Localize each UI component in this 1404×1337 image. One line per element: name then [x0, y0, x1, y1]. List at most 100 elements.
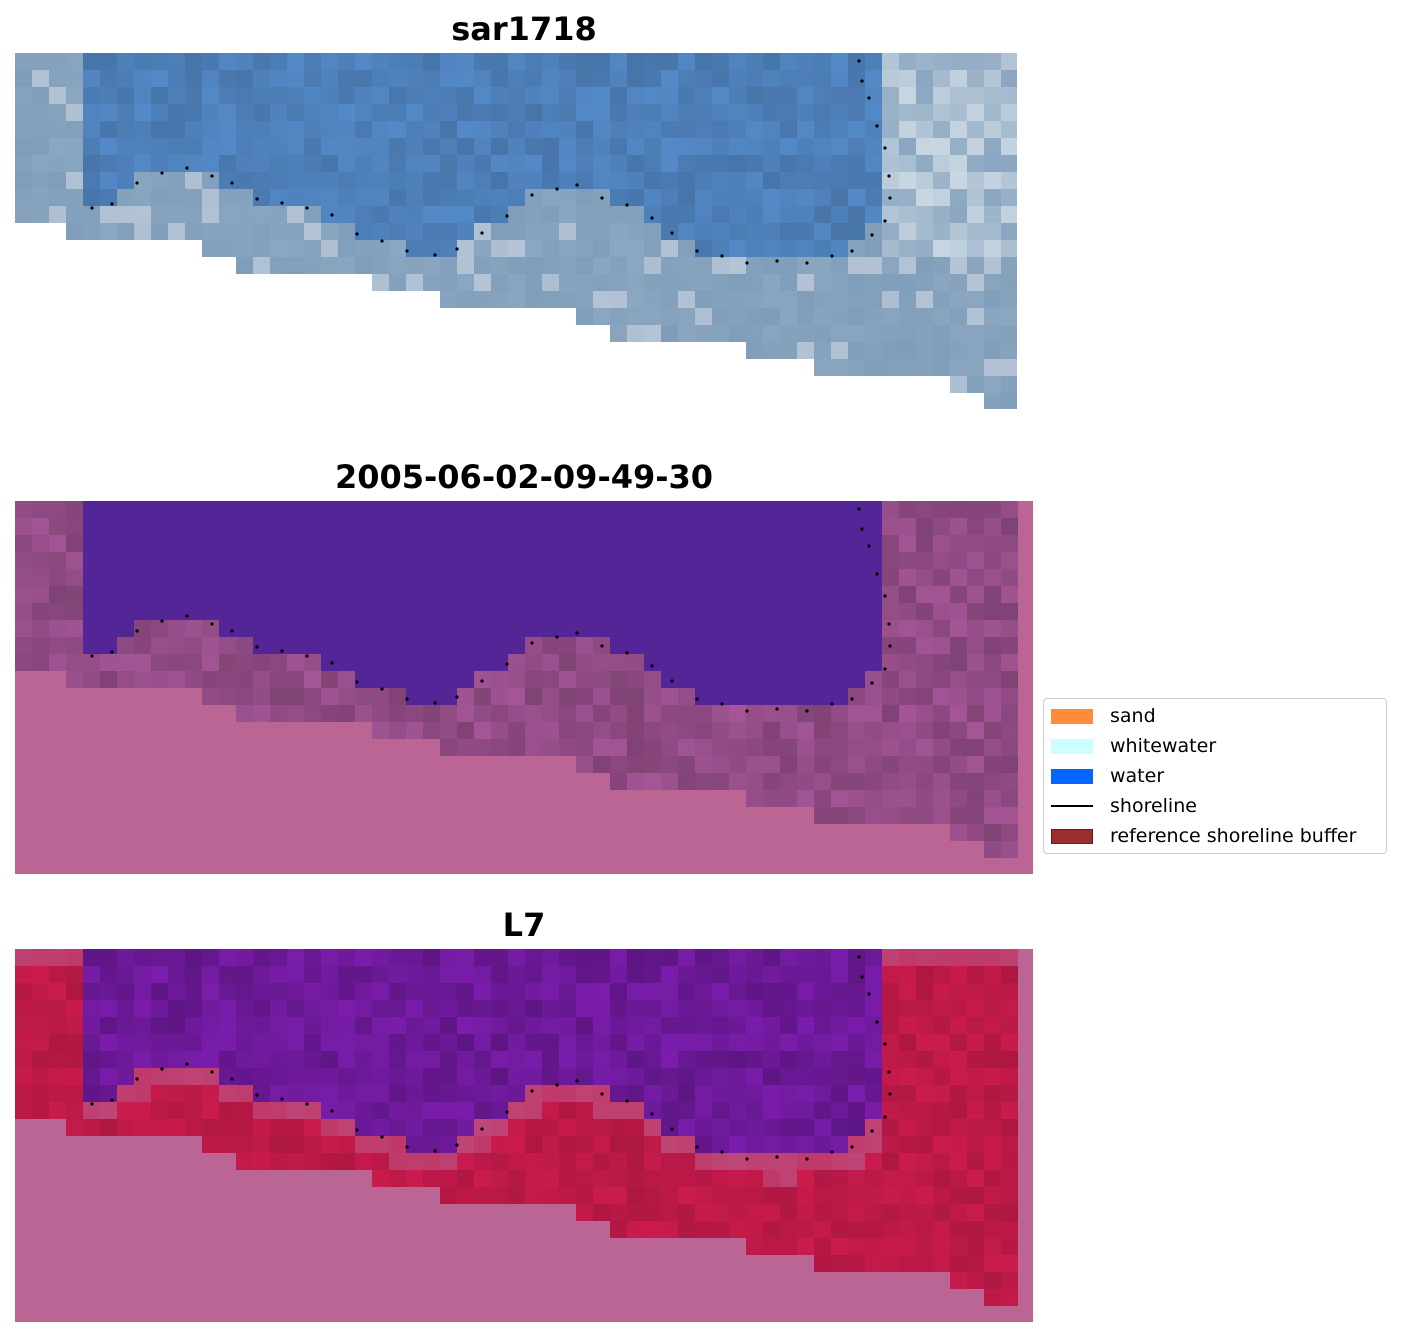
image-panel-rgb: [15, 53, 1017, 409]
image-panel-classified: [15, 501, 1033, 874]
shoreline-point: [455, 247, 459, 251]
shoreline-point: [883, 594, 887, 598]
shoreline-point: [305, 1102, 309, 1106]
shoreline-point: [330, 213, 334, 217]
shoreline-point: [860, 79, 864, 83]
shoreline-point: [160, 1067, 164, 1071]
shoreline-line-icon: [1051, 805, 1093, 807]
shoreline-point: [625, 1099, 629, 1103]
shoreline-point: [720, 1150, 724, 1154]
legend-item-sand: sand: [1051, 705, 1156, 727]
shoreline-point: [230, 1077, 234, 1081]
shoreline-point: [883, 1115, 887, 1119]
shoreline-point: [745, 261, 749, 265]
legend-item-whitewater: whitewater: [1051, 735, 1216, 757]
shoreline-point: [850, 249, 854, 253]
legend: sand whitewater water shoreline referenc…: [1043, 698, 1387, 854]
shoreline-point: [883, 219, 887, 223]
shoreline-point: [255, 1093, 259, 1097]
shoreline-point: [380, 239, 384, 243]
shoreline-point: [883, 1042, 887, 1046]
shoreline-point: [210, 622, 214, 626]
shoreline-point: [888, 644, 892, 648]
shoreline-point: [775, 707, 779, 711]
shoreline-point: [160, 619, 164, 623]
shoreline-point: [305, 654, 309, 658]
shoreline-point: [857, 59, 861, 63]
title-index: L7: [502, 906, 546, 944]
reference-buffer-swatch-icon: [1051, 828, 1093, 844]
shoreline-point: [600, 196, 604, 200]
shoreline-point: [480, 231, 484, 235]
shoreline-point: [850, 1145, 854, 1149]
shoreline-point: [870, 1129, 874, 1133]
shoreline-point: [110, 202, 114, 206]
shoreline-point: [210, 1070, 214, 1074]
shoreline-point: [135, 629, 139, 633]
shoreline-point: [505, 214, 509, 218]
shoreline-point: [600, 644, 604, 648]
shoreline-point: [135, 181, 139, 185]
legend-item-shoreline: shoreline: [1051, 795, 1197, 817]
shoreline-point: [650, 216, 654, 220]
shoreline-point: [670, 679, 674, 683]
shoreline-point: [330, 1109, 334, 1113]
shoreline-point: [555, 187, 559, 191]
shoreline-point: [530, 641, 534, 645]
legend-label: sand: [1110, 705, 1156, 727]
shoreline-point: [720, 702, 724, 706]
shoreline-point: [670, 231, 674, 235]
legend-item-reference-buffer: reference shoreline buffer: [1051, 825, 1356, 847]
shoreline-point: [405, 249, 409, 253]
shoreline-point: [455, 1143, 459, 1147]
shoreline-point: [670, 1127, 674, 1131]
water-swatch-icon: [1051, 768, 1093, 784]
whitewater-swatch-icon: [1051, 738, 1093, 754]
shoreline-point: [575, 1079, 579, 1083]
shoreline-point: [380, 1135, 384, 1139]
shoreline-point: [185, 1062, 189, 1066]
shoreline-point: [355, 680, 359, 684]
shoreline-point: [887, 1070, 891, 1074]
shoreline-point: [255, 645, 259, 649]
shoreline-point: [433, 253, 437, 257]
shoreline-point: [625, 651, 629, 655]
shoreline-point: [110, 1098, 114, 1102]
shoreline-point: [405, 697, 409, 701]
shoreline-point: [775, 1155, 779, 1159]
shoreline-point: [455, 695, 459, 699]
shoreline-point: [110, 650, 114, 654]
shoreline-point: [745, 709, 749, 713]
shoreline-point: [830, 254, 834, 258]
shoreline-point: [355, 232, 359, 236]
shoreline-point: [530, 1089, 534, 1093]
shoreline-point: [185, 614, 189, 618]
shoreline-point: [305, 206, 309, 210]
shoreline-point: [860, 975, 864, 979]
shoreline-point: [160, 171, 164, 175]
shoreline-point: [695, 249, 699, 253]
shoreline-point: [625, 203, 629, 207]
shoreline-point: [380, 687, 384, 691]
shoreline-point: [875, 1020, 879, 1024]
shoreline-point: [857, 507, 861, 511]
shoreline-point: [745, 1157, 749, 1161]
shoreline-point: [883, 667, 887, 671]
shoreline-point: [870, 681, 874, 685]
shoreline-point: [875, 572, 879, 576]
shoreline-point: [830, 702, 834, 706]
shoreline-point: [867, 96, 871, 100]
shoreline-point: [805, 709, 809, 713]
shoreline-point: [575, 183, 579, 187]
shoreline-point: [255, 197, 259, 201]
legend-item-water: water: [1051, 765, 1164, 787]
shoreline-point: [883, 146, 887, 150]
shoreline-point: [433, 1149, 437, 1153]
shoreline-point: [875, 124, 879, 128]
legend-label: reference shoreline buffer: [1110, 825, 1357, 847]
shoreline-point: [720, 254, 724, 258]
shoreline-point: [90, 206, 94, 210]
shoreline-point: [185, 166, 189, 170]
sand-swatch-icon: [1051, 708, 1093, 724]
shoreline-point: [775, 259, 779, 263]
